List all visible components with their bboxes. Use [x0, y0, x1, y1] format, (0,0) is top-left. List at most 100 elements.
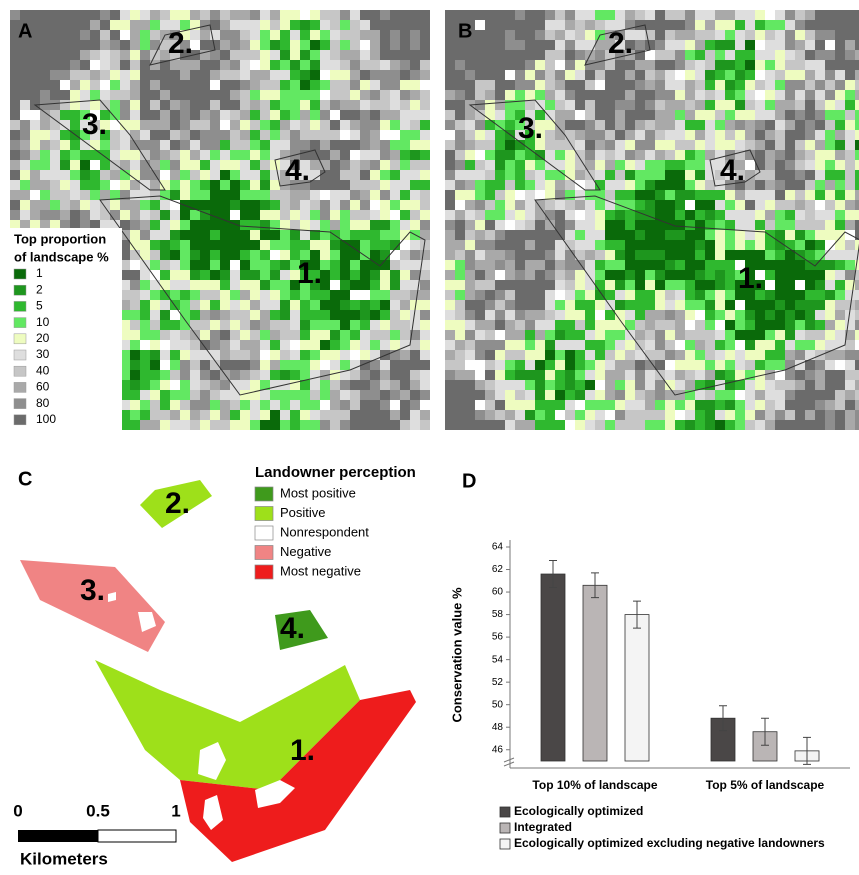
map-cell — [725, 300, 735, 310]
map-cell — [420, 50, 430, 60]
map-cell — [170, 190, 180, 200]
map-cell — [40, 70, 50, 80]
map-cell — [725, 120, 735, 130]
map-cell — [340, 270, 350, 280]
legend-label: Negative — [280, 544, 331, 559]
map-cell — [150, 220, 160, 230]
map-cell — [635, 170, 645, 180]
map-cell — [140, 90, 150, 100]
map-cell — [565, 210, 575, 220]
map-cell — [340, 340, 350, 350]
map-cell — [855, 170, 859, 180]
map-cell — [370, 110, 380, 120]
map-cell — [20, 170, 30, 180]
map-cell — [795, 200, 805, 210]
map-cell — [400, 320, 410, 330]
map-cell — [645, 410, 655, 420]
map-cell — [805, 130, 815, 140]
map-cell — [615, 180, 625, 190]
map-cell — [290, 240, 300, 250]
map-cell — [240, 50, 250, 60]
map-cell — [10, 10, 20, 20]
map-cell — [170, 400, 180, 410]
map-cell — [485, 140, 495, 150]
map-cell — [515, 360, 525, 370]
map-cell — [795, 140, 805, 150]
map-cell — [40, 170, 50, 180]
map-cell — [815, 160, 825, 170]
map-cell — [240, 90, 250, 100]
map-cell — [130, 190, 140, 200]
map-cell — [390, 130, 400, 140]
map-cell — [725, 40, 735, 50]
map-cell — [665, 70, 675, 80]
map-cell — [495, 80, 505, 90]
map-cell — [150, 290, 160, 300]
legend-title: of landscape % — [14, 249, 109, 264]
map-cell — [705, 230, 715, 240]
map-cell — [220, 170, 230, 180]
map-cell — [200, 180, 210, 190]
site-label: 4. — [280, 612, 305, 645]
map-cell — [745, 420, 755, 430]
map-cell — [555, 300, 565, 310]
map-cell — [655, 10, 665, 20]
map-cell — [120, 90, 130, 100]
map-cell — [455, 80, 465, 90]
map-cell — [655, 20, 665, 30]
map-cell — [535, 180, 545, 190]
map-cell — [30, 160, 40, 170]
map-cell — [310, 300, 320, 310]
map-cell — [715, 390, 725, 400]
map-cell — [495, 230, 505, 240]
map-cell — [635, 240, 645, 250]
map-cell — [310, 40, 320, 50]
map-cell — [465, 320, 475, 330]
map-cell — [745, 410, 755, 420]
map-cell — [290, 70, 300, 80]
map-cell — [250, 280, 260, 290]
map-cell — [320, 10, 330, 20]
map-cell — [20, 10, 30, 20]
map-cell — [485, 50, 495, 60]
map-cell — [605, 330, 615, 340]
map-cell — [410, 110, 420, 120]
map-cell — [410, 270, 420, 280]
map-cell — [445, 340, 455, 350]
map-cell — [380, 240, 390, 250]
chart: Conservation value % 4648505254565860626… — [449, 540, 850, 850]
map-cell — [685, 370, 695, 380]
map-cell — [835, 90, 845, 100]
map-cell — [260, 260, 270, 270]
map-cell — [250, 60, 260, 70]
map-cell — [525, 200, 535, 210]
map-cell — [340, 360, 350, 370]
map-cell — [340, 90, 350, 100]
map-cell — [505, 170, 515, 180]
map-cell — [110, 70, 120, 80]
map-cell — [200, 30, 210, 40]
map-cell — [130, 340, 140, 350]
map-cell — [300, 230, 310, 240]
map-cell — [575, 30, 585, 40]
map-cell — [465, 280, 475, 290]
map-cell — [465, 110, 475, 120]
map-cell — [200, 100, 210, 110]
map-cell — [625, 160, 635, 170]
map-cell — [350, 410, 360, 420]
map-cell — [340, 250, 350, 260]
map-cell — [370, 20, 380, 30]
map-cell — [695, 230, 705, 240]
map-cell — [410, 400, 420, 410]
map-cell — [815, 30, 825, 40]
map-cell — [685, 160, 695, 170]
map-cell — [330, 10, 340, 20]
map-cell — [475, 50, 485, 60]
scale-label: 0 — [13, 801, 22, 820]
map-cell — [20, 130, 30, 140]
map-cell — [505, 280, 515, 290]
map-cell — [200, 240, 210, 250]
map-cell — [340, 390, 350, 400]
map-cell — [725, 270, 735, 280]
map-cell — [270, 120, 280, 130]
